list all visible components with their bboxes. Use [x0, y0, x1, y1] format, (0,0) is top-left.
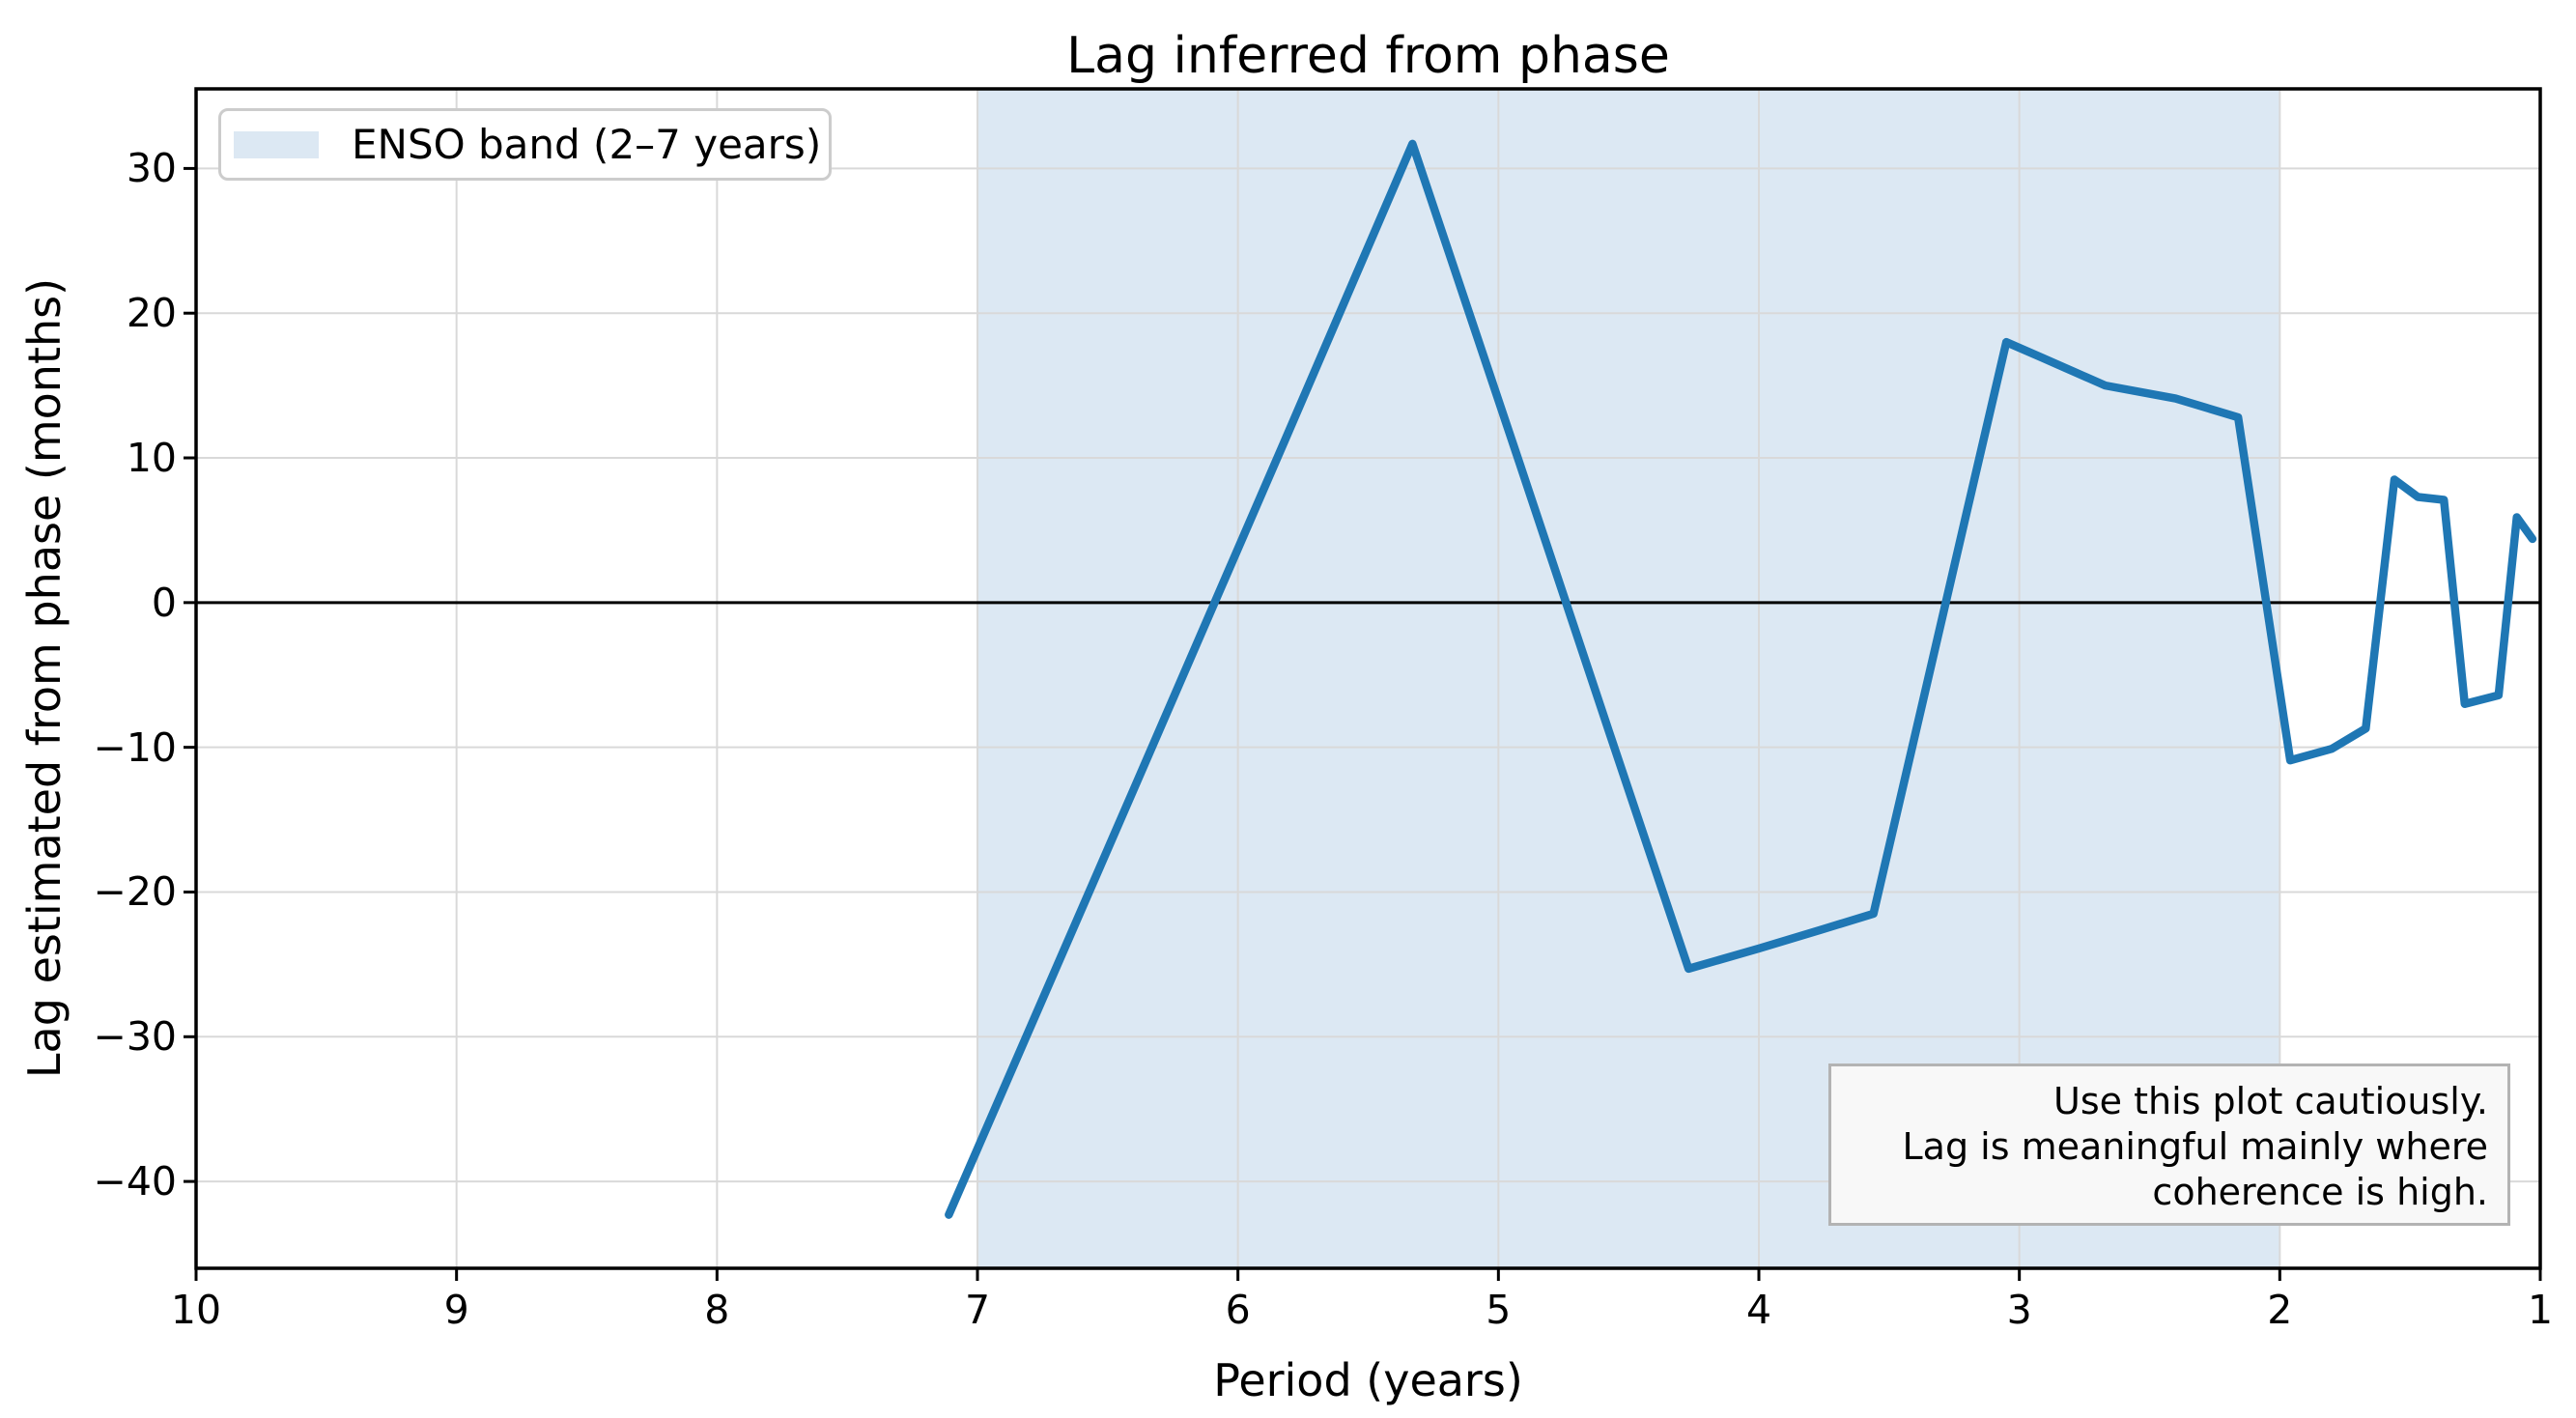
lag-line: [945, 139, 2537, 1219]
legend: ENSO band (2–7 years): [218, 108, 832, 181]
y-tick-label: 20: [126, 290, 177, 337]
x-tick-label: 4: [1745, 1287, 1772, 1333]
y-tick-label: 30: [126, 145, 177, 192]
plot-frame: [194, 87, 2542, 1270]
y-tick-label: 10: [126, 435, 177, 482]
chart-title: Lag inferred from phase: [1066, 27, 1670, 85]
x-tick-label: 6: [1225, 1287, 1251, 1333]
x-tick-label: 9: [443, 1287, 469, 1333]
caution-note-line-1: Use this plot cautiously.: [2053, 1080, 2488, 1122]
y-tick-label: −20: [93, 868, 177, 916]
y-tick-label: −40: [93, 1158, 177, 1205]
x-tick-label: 1: [2527, 1287, 2554, 1333]
x-tick-label: 2: [2267, 1287, 2293, 1333]
caution-note-line-3: coherence is high.: [2152, 1171, 2488, 1213]
x-axis-label: Period (years): [1213, 1354, 1523, 1406]
y-tick-label: −10: [93, 723, 177, 771]
y-tick-label: −30: [93, 1013, 177, 1061]
caution-note-line-2: Lag is meaningful mainly where: [1902, 1125, 2489, 1168]
y-axis-label: Lag estimated from phase (months): [18, 277, 71, 1079]
caution-note: Use this plot cautiously. Lag is meaning…: [1828, 1064, 2510, 1226]
legend-swatch-enso-band: [234, 130, 319, 158]
x-tick-label: 7: [964, 1287, 991, 1333]
legend-label-enso-band: ENSO band (2–7 years): [352, 121, 822, 168]
x-tick-label: 8: [704, 1287, 730, 1333]
x-tick-label: 3: [2006, 1287, 2032, 1333]
x-tick-label: 10: [170, 1287, 222, 1333]
x-tick-label: 5: [1486, 1287, 1512, 1333]
y-tick-label: 0: [151, 579, 177, 626]
